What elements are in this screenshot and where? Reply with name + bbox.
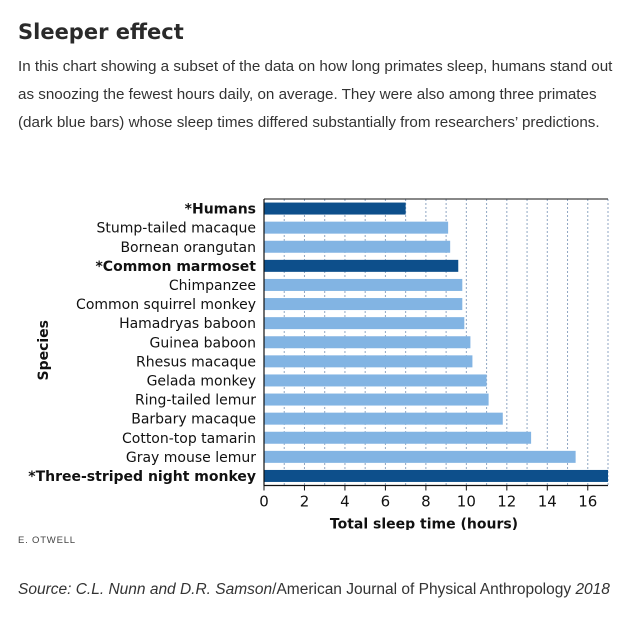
category-label: Rhesus macaque bbox=[136, 354, 256, 370]
bar bbox=[264, 298, 463, 311]
bar bbox=[264, 374, 487, 387]
x-tick-label: 2 bbox=[300, 493, 310, 511]
x-tick-label: 12 bbox=[497, 493, 516, 511]
x-tick-label: 0 bbox=[259, 493, 269, 511]
bar bbox=[264, 469, 608, 482]
category-label: Cotton-top tamarin bbox=[122, 431, 256, 447]
bar bbox=[264, 317, 465, 330]
source-year: 2018 bbox=[575, 581, 610, 598]
bar bbox=[264, 278, 463, 291]
category-label: *Common marmoset bbox=[95, 259, 256, 275]
category-label: Hamadryas baboon bbox=[119, 316, 256, 332]
category-label: Bornean orangutan bbox=[120, 240, 256, 256]
bar bbox=[264, 450, 576, 463]
category-label: Common squirrel monkey bbox=[76, 297, 256, 313]
source-note: Source: C.L. Nunn and D.R. Samson/Americ… bbox=[18, 576, 618, 603]
category-label: *Humans bbox=[185, 202, 256, 218]
x-tick-label: 14 bbox=[538, 493, 557, 511]
x-tick-label: 10 bbox=[457, 493, 476, 511]
x-tick-label: 4 bbox=[340, 493, 350, 511]
bar bbox=[264, 412, 503, 425]
source-journal: /American Journal of Physical Anthropolo… bbox=[272, 581, 572, 598]
category-label: *Three-striped night monkey bbox=[28, 469, 256, 485]
source-authors: Source: C.L. Nunn and D.R. Samson bbox=[18, 581, 273, 598]
category-label: Stump-tailed macaque bbox=[97, 221, 257, 237]
bar bbox=[264, 221, 449, 234]
chart-title: Sleeper effect bbox=[18, 20, 184, 44]
bar bbox=[264, 240, 451, 253]
bar bbox=[264, 336, 471, 349]
x-tick-label: 6 bbox=[381, 493, 391, 511]
x-tick-label: 8 bbox=[421, 493, 431, 511]
bar bbox=[264, 431, 532, 444]
bar bbox=[264, 259, 459, 272]
category-label: Chimpanzee bbox=[169, 278, 256, 294]
category-label: Gray mouse lemur bbox=[126, 450, 256, 466]
chart-subtitle: In this chart showing a subset of the da… bbox=[18, 58, 613, 131]
bar bbox=[264, 202, 406, 215]
category-label: Gelada monkey bbox=[147, 373, 256, 389]
y-axis-title: Species bbox=[36, 320, 52, 381]
bar-chart: *Humans Stump-tailed macaque Bornean orang… bbox=[28, 198, 609, 531]
x-tick-label: 16 bbox=[578, 493, 597, 511]
image-credit: E. OTWELL bbox=[18, 535, 76, 546]
bar bbox=[264, 355, 473, 368]
bar bbox=[264, 393, 489, 406]
x-axis-title: Total sleep time (hours) bbox=[330, 517, 518, 531]
category-label: Ring-tailed lemur bbox=[135, 393, 256, 409]
category-label: Barbary macaque bbox=[131, 412, 256, 428]
category-label: Guinea baboon bbox=[150, 335, 256, 351]
